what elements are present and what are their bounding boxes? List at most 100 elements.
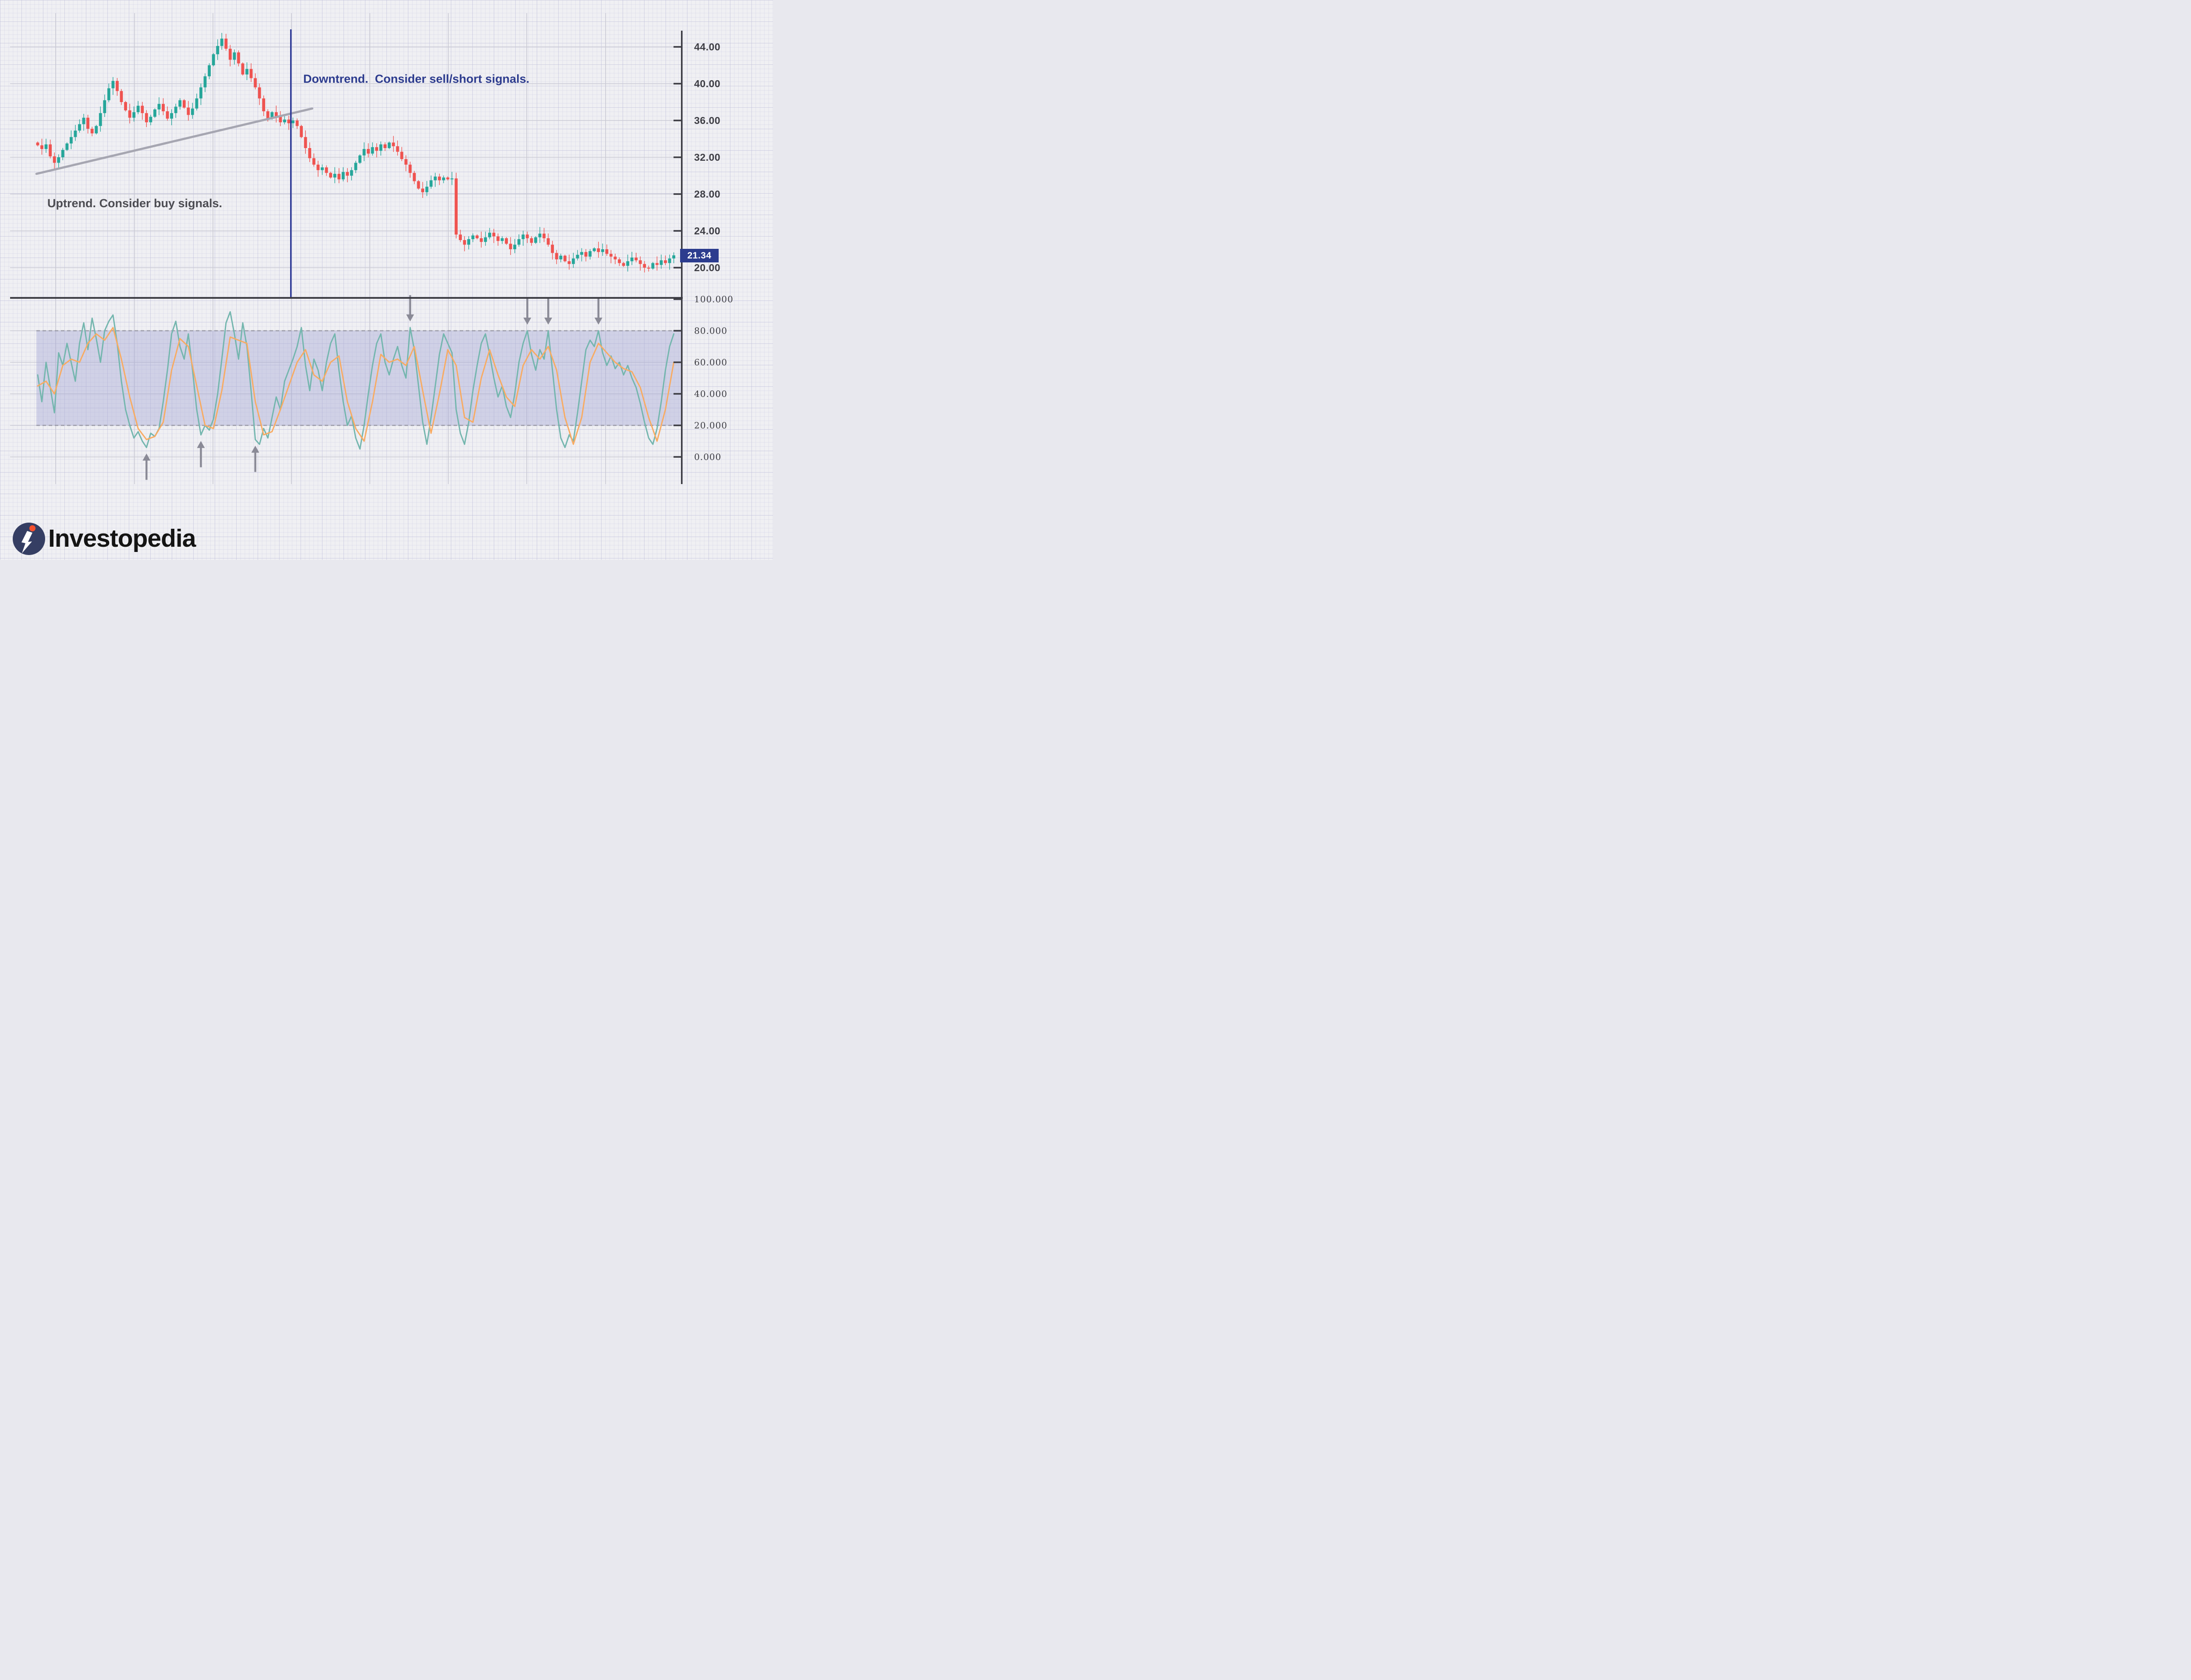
- candle-body: [208, 65, 211, 77]
- price-tick-label: 36.00: [694, 115, 721, 126]
- candle-body: [346, 172, 349, 176]
- candle-body: [300, 126, 303, 137]
- candle-body: [157, 104, 161, 110]
- candle-body: [546, 238, 550, 245]
- candle-body: [618, 259, 621, 263]
- stoch-k-line: [37, 311, 675, 450]
- axis-tick-mark: [674, 393, 681, 395]
- candle-body: [341, 172, 345, 180]
- candle-body: [656, 263, 659, 265]
- uptrend-annotation: Uptrend. Consider buy signals.: [47, 197, 223, 210]
- candle-body: [49, 144, 52, 156]
- candle-body: [212, 54, 215, 65]
- candle-body: [438, 177, 441, 180]
- candle-body: [90, 128, 94, 134]
- candle-body: [584, 252, 588, 257]
- candle-body: [128, 110, 131, 118]
- candle-body: [592, 248, 596, 251]
- candle-body: [659, 260, 663, 265]
- candle-body: [467, 239, 471, 245]
- candle-body: [463, 240, 466, 245]
- candle-body: [433, 177, 437, 180]
- axis-tick-mark: [674, 83, 681, 85]
- candle-body: [312, 158, 316, 165]
- candle-body: [421, 188, 424, 192]
- candle-body: [408, 164, 412, 173]
- stoch-band: [36, 331, 681, 425]
- candle-body: [136, 106, 140, 113]
- candle-body: [350, 170, 353, 176]
- candle-body: [559, 255, 563, 260]
- candle-body: [379, 144, 383, 151]
- candle-body: [153, 109, 156, 117]
- candle-body: [647, 268, 650, 269]
- candle-body: [513, 244, 517, 249]
- candle-body: [525, 234, 529, 238]
- investopedia-wordmark: Investopedia: [48, 524, 196, 552]
- candle-body: [425, 187, 429, 192]
- candle-body: [237, 52, 240, 64]
- candle-body: [534, 237, 537, 243]
- stoch-tick-label: 40.000: [694, 389, 727, 399]
- candle-body: [174, 106, 177, 113]
- buy-arrow-icon: [251, 446, 259, 453]
- candle-body: [672, 255, 675, 258]
- candle-body: [442, 177, 445, 180]
- candle-body: [182, 100, 186, 108]
- candle-body: [178, 100, 182, 107]
- candle-body: [216, 46, 220, 54]
- candle-body: [270, 112, 274, 119]
- candle-body: [44, 144, 48, 149]
- candle-body: [605, 249, 609, 254]
- candle-body: [383, 144, 387, 148]
- candle-body: [668, 258, 671, 263]
- candle-body: [635, 257, 638, 261]
- candle-body: [95, 126, 98, 134]
- candle-body: [626, 261, 629, 266]
- candle-body: [132, 112, 136, 118]
- stoch-tick-label: 100.000: [694, 294, 734, 304]
- candle-body: [287, 119, 291, 124]
- uptrend-trendline: [35, 107, 313, 175]
- buy-arrow-icon: [197, 441, 205, 448]
- candle-body: [609, 254, 613, 257]
- candle-body: [643, 264, 646, 268]
- candle-body: [572, 258, 575, 264]
- candle-body: [233, 52, 236, 60]
- candle-body: [36, 142, 39, 145]
- candle-body: [82, 117, 85, 124]
- candle-body: [601, 249, 604, 252]
- candle-body: [274, 112, 278, 117]
- candle-body: [404, 159, 408, 165]
- candle-body: [308, 148, 312, 159]
- candle-body: [249, 69, 253, 78]
- candle-body: [86, 117, 89, 129]
- sell-arrow-icon: [406, 314, 414, 322]
- candle-body: [149, 117, 152, 123]
- axis-tick-mark: [674, 46, 681, 48]
- candle-body: [597, 248, 600, 252]
- axis-tick-mark: [674, 156, 681, 158]
- candle-body: [530, 238, 533, 243]
- stoch-tick-label: 20.000: [694, 420, 727, 431]
- candle-body: [337, 173, 340, 180]
- candle-body: [551, 244, 554, 253]
- candle-body: [371, 147, 374, 154]
- axis-tick-mark: [674, 424, 681, 426]
- candle-body: [484, 237, 487, 242]
- candle-body: [354, 163, 358, 170]
- candle-body: [228, 49, 232, 60]
- candle-body: [492, 233, 496, 237]
- candle-body: [304, 137, 307, 148]
- stoch-d-line: [37, 327, 675, 445]
- candle-body: [321, 167, 324, 170]
- candle-body: [325, 167, 328, 173]
- investopedia-logo-dot: [29, 525, 35, 531]
- candle-body: [141, 106, 144, 113]
- candle-body: [622, 263, 625, 266]
- sell-arrow-icon: [523, 318, 532, 325]
- candle-body: [65, 143, 69, 150]
- candle-body: [291, 120, 294, 124]
- last-price-badge: 21.34: [680, 249, 719, 262]
- candle-body: [245, 69, 248, 74]
